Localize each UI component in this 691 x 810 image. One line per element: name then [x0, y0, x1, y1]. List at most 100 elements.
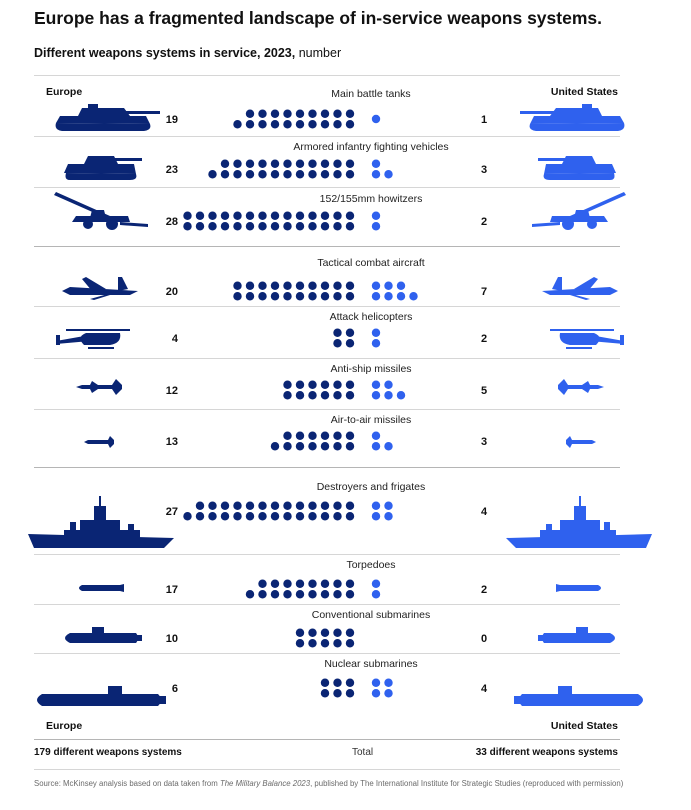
- europe-dot: [333, 222, 342, 231]
- warship-icon: [506, 496, 652, 548]
- category-label: Torpedoes: [346, 559, 395, 571]
- europe-count-label: 6: [172, 683, 178, 695]
- europe-dot: [295, 292, 305, 301]
- europe-dot: [233, 120, 242, 129]
- europe-dot: [183, 211, 192, 220]
- us-dot: [384, 170, 393, 179]
- europe-dot: [308, 211, 317, 220]
- europe-dot: [258, 222, 267, 231]
- europe-dot: [333, 159, 342, 168]
- us-count-label: 0: [481, 633, 487, 645]
- us-dot: [371, 159, 381, 168]
- europe-dot: [233, 501, 242, 510]
- category-label: Armored infantry fighting vehicles: [293, 141, 448, 153]
- europe-dot: [308, 281, 317, 290]
- europe-dot: [195, 222, 205, 231]
- europe-dot: [258, 159, 267, 168]
- europe-dot: [295, 281, 305, 290]
- us-dot: [371, 281, 381, 290]
- europe-dot: [333, 292, 342, 301]
- us-dot: [371, 579, 381, 588]
- europe-dot: [295, 501, 305, 510]
- europe-dot: [308, 628, 317, 637]
- europe-dot: [345, 292, 355, 301]
- europe-dot: [345, 689, 355, 698]
- us-dot: [384, 689, 393, 698]
- europe-dot: [333, 281, 342, 290]
- europe-dot: [233, 159, 242, 168]
- category-label: Destroyers and frigates: [317, 481, 426, 493]
- europe-dot: [333, 109, 342, 118]
- category-label: Attack helicopters: [330, 311, 413, 323]
- europe-dot: [333, 639, 342, 648]
- europe-dot: [320, 442, 330, 451]
- totals-top-rule: [34, 739, 620, 740]
- europe-dot: [295, 442, 305, 451]
- europe-dot: [220, 170, 230, 179]
- europe-dot: [233, 292, 242, 301]
- nuclear-submarine-icon: [514, 686, 643, 706]
- europe-dot: [245, 512, 255, 521]
- europe-dot: [270, 159, 280, 168]
- europe-dot: [308, 442, 317, 451]
- us-dot: [371, 442, 381, 451]
- europe-dot: [333, 689, 342, 698]
- europe-dot: [283, 391, 292, 400]
- europe-dot: [270, 120, 280, 129]
- us-dot: [409, 292, 418, 301]
- us-dot: [371, 292, 381, 301]
- us-dot: [371, 590, 381, 599]
- europe-dot: [308, 222, 317, 231]
- us-dot: [371, 678, 381, 687]
- source-prefix: Source: McKinsey analysis based on data …: [34, 779, 220, 788]
- us-dot: [384, 512, 393, 521]
- europe-dot: [220, 159, 230, 168]
- europe-dot: [258, 579, 267, 588]
- europe-dot: [333, 678, 342, 687]
- us-dot: [371, 222, 381, 231]
- europe-dot: [233, 170, 242, 179]
- europe-dot: [283, 281, 292, 290]
- europe-dot: [333, 380, 342, 389]
- europe-dot: [295, 159, 305, 168]
- attack-helicopter-icon: [56, 329, 130, 349]
- europe-dot: [270, 579, 280, 588]
- category-label: Main battle tanks: [331, 88, 410, 100]
- source-publication: The Military Balance 2023: [219, 779, 311, 788]
- us-dot: [371, 689, 381, 698]
- us-dot: [384, 501, 393, 510]
- total-europe: 179 different weapons systems: [34, 747, 182, 758]
- europe-dot: [295, 391, 305, 400]
- europe-dot: [295, 222, 305, 231]
- europe-dot: [345, 431, 355, 440]
- europe-dot: [320, 431, 330, 440]
- conventional-submarine-icon: [538, 627, 615, 643]
- europe-dot: [320, 689, 330, 698]
- europe-dot: [295, 380, 305, 389]
- us-dot: [384, 281, 393, 290]
- europe-dot: [333, 431, 342, 440]
- europe-dot: [320, 222, 330, 231]
- europe-dot: [345, 628, 355, 637]
- europe-dot: [320, 120, 330, 129]
- europe-dot: [258, 292, 267, 301]
- torpedo-icon: [556, 584, 601, 592]
- us-count-label: 1: [481, 114, 487, 126]
- us-count-label: 2: [481, 584, 487, 596]
- europe-dot: [345, 579, 355, 588]
- us-dot: [371, 501, 381, 510]
- europe-dot: [283, 222, 292, 231]
- europe-dot: [333, 339, 342, 348]
- europe-dot: [258, 120, 267, 129]
- europe-dot: [320, 639, 330, 648]
- europe-dot: [195, 501, 205, 510]
- top-rule: [34, 75, 620, 76]
- europe-dot: [295, 431, 305, 440]
- europe-count-label: 23: [166, 164, 178, 176]
- europe-dot: [320, 590, 330, 599]
- europe-dot: [283, 590, 292, 599]
- europe-count-label: 27: [166, 506, 178, 518]
- infantry-fighting-vehicle-icon: [64, 156, 142, 180]
- europe-dot: [245, 281, 255, 290]
- europe-dot: [258, 109, 267, 118]
